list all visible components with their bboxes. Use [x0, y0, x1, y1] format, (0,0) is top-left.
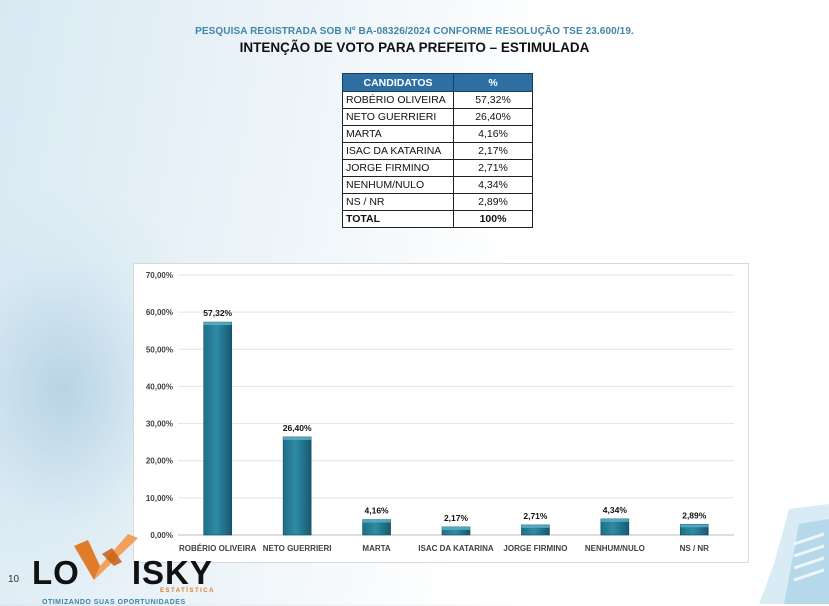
- candidate-name: NETO GUERRIERI: [342, 108, 454, 126]
- x-tick-label: MARTA: [362, 544, 391, 553]
- x-tick-label: NS / NR: [680, 544, 710, 553]
- logo-v-mark: [74, 534, 138, 580]
- page-title: INTENÇÃO DE VOTO PARA PREFEITO – ESTIMUL…: [239, 40, 590, 55]
- candidate-percent: 2,17%: [453, 142, 533, 160]
- candidate-percent: 57,32%: [453, 91, 533, 109]
- table-row: NS / NR 2,89%: [342, 193, 533, 211]
- bar-top-highlight: [600, 518, 629, 522]
- table-row: NENHUM/NULO 4,34%: [342, 176, 533, 194]
- x-tick-label: ISAC DA KATARINA: [418, 544, 494, 553]
- table-total-row: TOTAL 100%: [342, 210, 533, 228]
- x-tick-label: NENHUM/NULO: [585, 544, 645, 553]
- bar-chart-svg: 0,00% 10,00% 20,00% 30,00% 40,00% 50,00% 60,00…: [146, 271, 734, 553]
- bar-top-highlight: [362, 519, 391, 523]
- candidate-name: ISAC DA KATARINA: [342, 142, 454, 160]
- total-label: TOTAL: [342, 210, 454, 228]
- bar-top-highlight: [680, 524, 709, 528]
- candidate-name: NS / NR: [342, 193, 454, 211]
- candidate-name: JORGE FIRMINO: [342, 159, 454, 177]
- data-label: 2,71%: [523, 511, 548, 521]
- candidate-percent: 26,40%: [453, 108, 533, 126]
- y-tick-label: 0,00%: [150, 531, 173, 540]
- y-tick-label: 40,00%: [146, 382, 173, 391]
- header-candidates: CANDIDATOS: [342, 73, 454, 92]
- header-percent: %: [453, 73, 533, 92]
- data-label: 26,40%: [283, 423, 312, 433]
- table-row: MARTA 4,16%: [342, 125, 533, 143]
- table-row: JORGE FIRMINO 2,71%: [342, 159, 533, 177]
- candidate-percent: 4,16%: [453, 125, 533, 143]
- candidate-name: MARTA: [342, 125, 454, 143]
- page-number: 10: [8, 574, 20, 585]
- logo-subtitle: ESTATÍSTICA: [160, 588, 215, 594]
- y-tick-label: 10,00%: [146, 494, 173, 503]
- bar: [203, 321, 233, 536]
- x-tick-label: NETO GUERRIERI: [263, 544, 332, 553]
- data-label: 4,16%: [365, 506, 390, 516]
- y-tick-label: 60,00%: [146, 308, 173, 317]
- data-label: 4,34%: [603, 505, 628, 515]
- table-header-row: CANDIDATOS %: [342, 73, 533, 92]
- bar-top-highlight: [521, 524, 550, 528]
- x-tick-label: JORGE FIRMINO: [503, 544, 567, 553]
- candidate-percent: 4,34%: [453, 176, 533, 194]
- bar-top-highlight: [283, 436, 312, 440]
- y-tick-label: 30,00%: [146, 420, 173, 429]
- logo-tagline: OTIMIZANDO SUAS OPORTUNIDADES: [42, 599, 186, 606]
- results-table: CANDIDATOS % ROBÉRIO OLIVEIRA 57,32% NET…: [342, 73, 533, 228]
- table-row: ISAC DA KATARINA 2,17%: [342, 142, 533, 160]
- logo-text-left: LO: [32, 554, 80, 591]
- data-label: 57,32%: [203, 308, 232, 318]
- candidate-name: ROBÉRIO OLIVEIRA: [342, 91, 454, 109]
- table-row: ROBÉRIO OLIVEIRA 57,32%: [342, 91, 533, 109]
- candidate-percent: 2,71%: [453, 159, 533, 177]
- bar-top-highlight: [442, 526, 470, 530]
- data-label: 2,17%: [444, 513, 469, 523]
- background-corner-graphic: [739, 504, 829, 604]
- bar-top-highlight: [203, 322, 232, 326]
- registration-subtitle: PESQUISA REGISTRADA SOB Nº BA-08326/2024…: [195, 26, 634, 37]
- bar-chart: 0,00% 10,00% 20,00% 30,00% 40,00% 50,00% 60,00…: [133, 263, 749, 563]
- company-logo: LO ISKY ESTATÍSTICA OTIMIZANDO SUAS OPORT…: [32, 532, 232, 606]
- x-tick-label: ROBÉRIO OLIVEIRA: [179, 544, 257, 553]
- bar: [282, 436, 312, 536]
- y-tick-label: 20,00%: [146, 457, 173, 466]
- logo-text-right: ISKY: [131, 554, 213, 591]
- y-tick-label: 70,00%: [146, 271, 173, 280]
- candidate-percent: 2,89%: [453, 193, 533, 211]
- table-row: NETO GUERRIERI 26,40%: [342, 108, 533, 126]
- y-tick-label: 50,00%: [146, 345, 173, 354]
- total-percent: 100%: [453, 210, 533, 228]
- data-label: 2,89%: [682, 510, 707, 520]
- candidate-name: NENHUM/NULO: [342, 176, 454, 194]
